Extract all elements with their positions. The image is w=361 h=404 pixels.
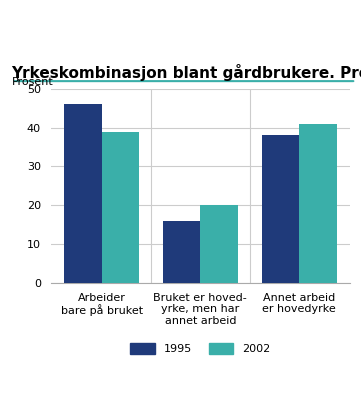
- Bar: [299, 124, 336, 283]
- Bar: [200, 205, 238, 283]
- Text: Prosent: Prosent: [12, 77, 53, 87]
- Legend: 1995, 2002: 1995, 2002: [126, 339, 275, 359]
- Text: Yrkeskombinasjon blant gårdbrukere. Prosent: Yrkeskombinasjon blant gårdbrukere. Pros…: [12, 64, 361, 81]
- Bar: [64, 104, 102, 283]
- Bar: [261, 135, 299, 283]
- Bar: [102, 132, 139, 283]
- Bar: [163, 221, 200, 283]
